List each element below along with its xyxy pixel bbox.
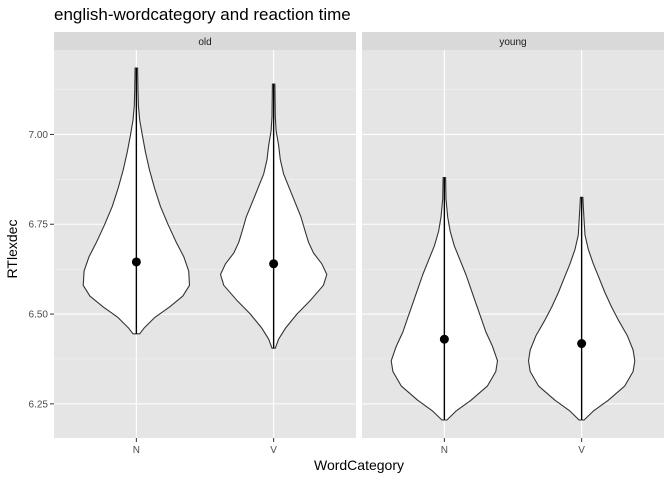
x-axis-title: WordCategory	[314, 457, 404, 473]
y-tick-label: 7.00	[29, 130, 49, 141]
facet-panel-young: young N V	[362, 32, 664, 456]
x-tick-label-V: V	[270, 445, 277, 456]
facet-strip-label: old	[198, 37, 211, 48]
x-tick-label-V: V	[578, 445, 585, 456]
mean-point-old-N	[131, 257, 141, 267]
y-axis-title: RTlexdec	[4, 220, 20, 279]
y-axis: 6.25 6.50 6.75 7.00	[29, 130, 54, 410]
mean-point-young-N	[439, 334, 449, 344]
x-tick-label-N: N	[441, 445, 448, 456]
facet-panel-old: old N V	[54, 32, 356, 456]
x-tick-label-N: N	[133, 445, 140, 456]
facet-strip	[54, 32, 356, 50]
mean-point-old-V	[269, 259, 279, 269]
y-tick-label: 6.50	[29, 310, 49, 321]
facet-strip	[362, 32, 664, 50]
y-tick-label: 6.25	[29, 399, 49, 410]
facet-strip-label: young	[499, 37, 526, 48]
y-tick-label: 6.75	[29, 220, 49, 231]
chart-title: english-wordcategory and reaction time	[54, 5, 351, 24]
mean-point-young-V	[577, 339, 587, 349]
